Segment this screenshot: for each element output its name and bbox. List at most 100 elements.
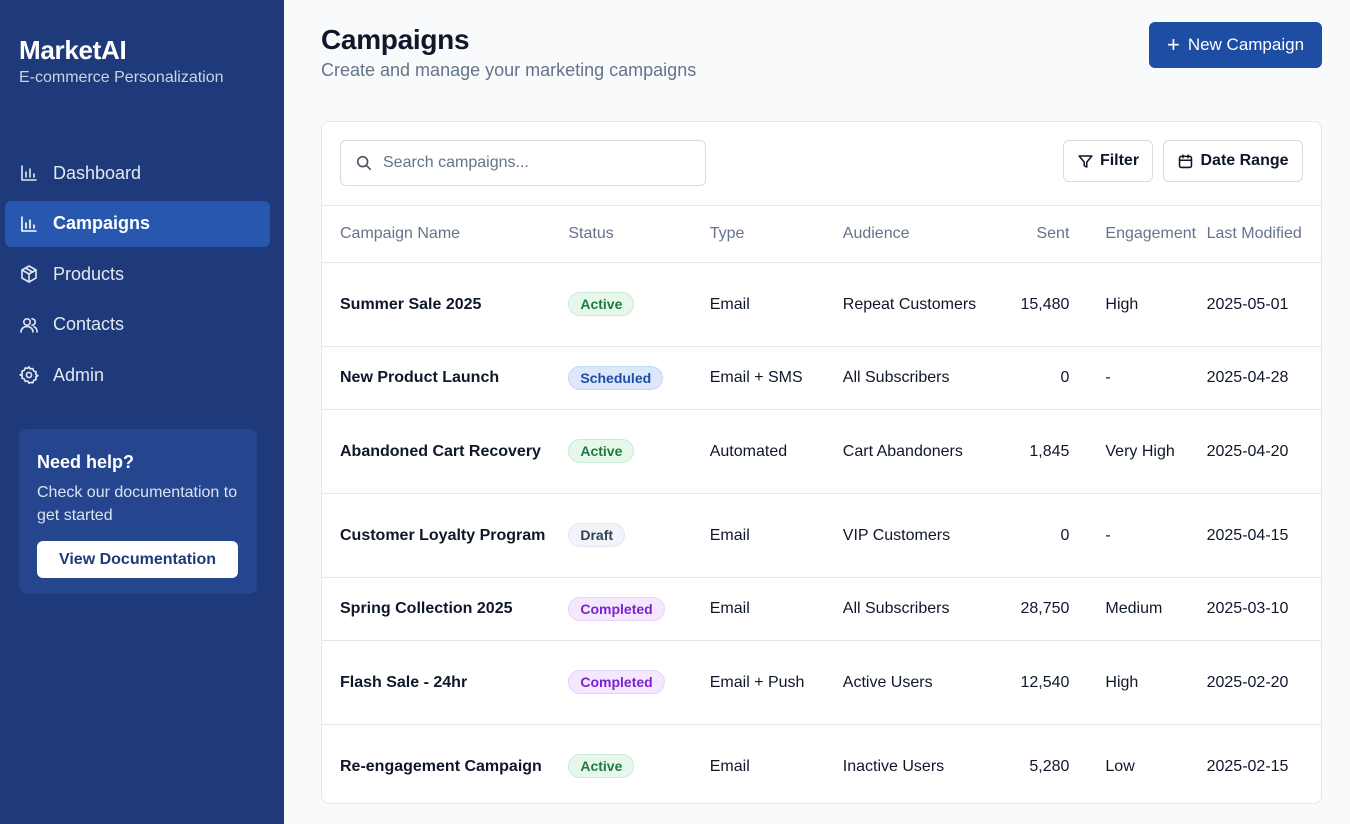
campaign-audience: All Subscribers xyxy=(842,346,997,410)
status-badge: Completed xyxy=(568,670,665,694)
status-badge: Active xyxy=(568,754,635,779)
table-header-row: Campaign Name Status Type Audience Sent … xyxy=(322,206,1321,263)
help-text: Check our documentation to get started xyxy=(37,484,238,524)
campaign-type: Email xyxy=(709,577,843,641)
sidebar-item-campaigns[interactable]: Campaigns xyxy=(5,200,270,247)
sidebar-item-admin[interactable]: Admin xyxy=(5,352,270,398)
plus-icon: + xyxy=(1166,32,1180,57)
column-header-sent[interactable]: Sent xyxy=(996,206,1070,263)
campaign-sent: 1,845 xyxy=(996,409,1070,494)
campaign-engagement: High xyxy=(1069,262,1207,347)
column-header-engagement[interactable]: Engagement xyxy=(1069,206,1207,263)
table-row[interactable]: Flash Sale - 24hr Completed Email + Push… xyxy=(322,640,1321,725)
search-input[interactable] xyxy=(383,154,683,172)
campaign-sent: 12,540 xyxy=(996,640,1070,725)
campaign-audience: Active Users xyxy=(842,640,997,725)
gear-icon xyxy=(19,366,39,384)
campaign-audience: VIP Customers xyxy=(842,493,997,578)
sidebar-item-label: Contacts xyxy=(53,314,125,334)
campaign-last-modified: 2025-02-15 xyxy=(1206,757,1289,775)
campaign-engagement: High xyxy=(1069,640,1207,725)
campaign-audience: All Subscribers xyxy=(842,577,997,641)
toolbar: Filter Date Range xyxy=(322,122,1321,206)
status-badge: Scheduled xyxy=(568,365,664,390)
status-badge: Active xyxy=(568,439,635,463)
table-row[interactable]: Spring Collection 2025 Completed Email A… xyxy=(322,577,1321,641)
campaigns-card: Filter Date Range Campaign Name Status T… xyxy=(321,121,1322,804)
view-documentation-button[interactable]: View Documentation xyxy=(37,541,238,578)
column-header-name[interactable]: Campaign Name xyxy=(322,206,569,263)
column-header-status[interactable]: Status xyxy=(568,206,710,263)
filter-button[interactable]: Filter xyxy=(1063,140,1153,182)
sidebar-item-dashboard[interactable]: Dashboard xyxy=(5,150,270,196)
brand-title: MarketAI xyxy=(19,35,127,65)
sidebar-item-contacts[interactable]: Contacts xyxy=(5,302,270,348)
table-row[interactable]: Re-engagement Campaign Active Email Inac… xyxy=(322,724,1321,803)
campaign-last-modified: 2025-03-10 xyxy=(1206,577,1321,641)
date-range-label: Date Range xyxy=(1200,152,1289,169)
calendar-icon xyxy=(1179,153,1193,168)
campaign-last-modified: 2025-04-20 xyxy=(1206,409,1321,494)
campaign-type: Automated xyxy=(709,409,843,494)
campaign-name[interactable]: Summer Sale 2025 xyxy=(322,262,569,347)
campaign-name[interactable]: Spring Collection 2025 xyxy=(322,577,569,641)
campaign-engagement: - xyxy=(1069,346,1207,410)
campaign-name[interactable]: Abandoned Cart Recovery xyxy=(322,409,569,494)
page-title: Campaigns xyxy=(321,24,470,55)
campaign-name[interactable]: Flash Sale - 24hr xyxy=(322,640,569,725)
campaign-name[interactable]: Re-engagement Campaign xyxy=(340,757,542,775)
users-icon xyxy=(20,317,38,333)
column-header-type[interactable]: Type xyxy=(709,206,843,263)
campaign-type: Email + Push xyxy=(709,640,843,725)
bar-chart-icon xyxy=(21,215,37,232)
date-range-button[interactable]: Date Range xyxy=(1163,140,1303,182)
campaign-audience: Inactive Users xyxy=(842,757,945,775)
campaign-type: Email xyxy=(709,757,750,775)
column-header-last-modified[interactable]: Last Modified xyxy=(1206,206,1321,263)
campaign-engagement: - xyxy=(1069,493,1207,578)
campaign-type: Email xyxy=(709,262,843,347)
sidebar-nav: Dashboard Campaigns Products Contacts Ad… xyxy=(5,150,270,398)
campaign-engagement: Medium xyxy=(1069,577,1207,641)
campaign-type: Email xyxy=(709,493,843,578)
campaign-engagement: Low xyxy=(1105,757,1135,775)
search-icon xyxy=(356,155,372,171)
sidebar-item-label: Dashboard xyxy=(53,162,142,183)
campaign-sent: 0 xyxy=(996,346,1070,410)
new-campaign-label: New Campaign xyxy=(1187,35,1305,54)
status-badge: Active xyxy=(568,292,635,316)
new-campaign-button[interactable]: + New Campaign xyxy=(1149,22,1322,68)
search-box[interactable] xyxy=(340,140,706,186)
help-title: Need help? xyxy=(37,452,135,472)
campaign-sent: 0 xyxy=(996,493,1070,578)
status-badge: Completed xyxy=(568,596,665,621)
campaign-name[interactable]: Customer Loyalty Program xyxy=(322,493,569,578)
filter-label: Filter xyxy=(1099,152,1140,169)
campaign-sent: 28,750 xyxy=(996,577,1070,641)
sidebar-item-label: Campaigns xyxy=(53,213,151,233)
page-subtitle: Create and manage your marketing campaig… xyxy=(321,60,697,80)
table-row[interactable]: Summer Sale 2025 Active Email Repeat Cus… xyxy=(322,262,1321,347)
campaign-name[interactable]: New Product Launch xyxy=(322,346,569,410)
status-badge: Draft xyxy=(568,523,626,547)
sidebar-item-label: Admin xyxy=(53,364,105,385)
campaign-type: Email + SMS xyxy=(709,346,843,410)
brand-subtitle: E-commerce Personalization xyxy=(19,69,224,86)
table-row[interactable]: New Product Launch Scheduled Email + SMS… xyxy=(322,346,1321,410)
sidebar: MarketAI E-commerce Personalization Dash… xyxy=(0,0,284,824)
campaign-last-modified: 2025-04-28 xyxy=(1206,346,1321,410)
campaigns-table: Campaign Name Status Type Audience Sent … xyxy=(322,206,1321,803)
sidebar-item-label: Products xyxy=(53,263,125,284)
sidebar-item-products[interactable]: Products xyxy=(5,251,270,297)
table-row[interactable]: Abandoned Cart Recovery Active Automated… xyxy=(322,409,1321,494)
campaign-sent: 15,480 xyxy=(996,262,1070,347)
column-header-audience[interactable]: Audience xyxy=(842,206,997,263)
table-row[interactable]: Customer Loyalty Program Draft Email VIP… xyxy=(322,493,1321,578)
campaign-sent: 5,280 xyxy=(1029,757,1070,775)
campaign-engagement: Very High xyxy=(1069,409,1207,494)
main-content: Campaigns Create and manage your marketi… xyxy=(284,0,1350,824)
campaign-last-modified: 2025-02-20 xyxy=(1206,640,1321,725)
campaign-audience: Cart Abandoners xyxy=(842,409,997,494)
filter-icon xyxy=(1078,154,1093,168)
campaign-last-modified: 2025-05-01 xyxy=(1206,262,1321,347)
